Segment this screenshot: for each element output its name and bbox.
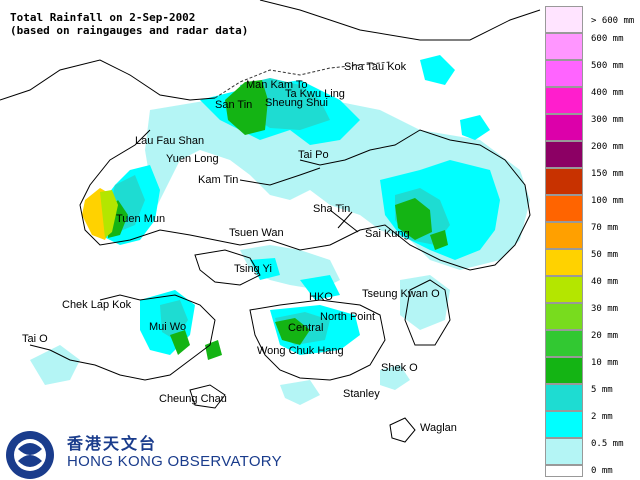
map-title-line1: Total Rainfall on 2-Sep-2002 — [10, 11, 196, 24]
legend-label-20: 20 mm — [591, 331, 619, 341]
place-label-tuen-mun: Tuen Mun — [116, 213, 166, 225]
place-label-sha-tin: Sha Tin — [313, 203, 351, 215]
legend-swatch-5 — [545, 384, 583, 411]
place-label-ta-kwu-ling: Ta Kwu Ling — [285, 88, 345, 100]
legend-swatch-100 — [545, 195, 583, 222]
legend-swatch-200 — [545, 141, 583, 168]
rain-10mm-area — [108, 80, 448, 360]
place-label-yuen-long: Yuen Long — [166, 153, 219, 165]
hko-logo-english: HONG KONG OBSERVATORY — [67, 453, 282, 470]
place-label-north-point: North Point — [320, 311, 376, 323]
legend-label-300: 300 mm — [591, 115, 624, 125]
legend-label-40: 40 mm — [591, 277, 619, 287]
place-label-sheung-shui: Sheung Shui — [265, 97, 328, 109]
place-label-tai-po: Tai Po — [298, 149, 329, 161]
legend-label-400: 400 mm — [591, 88, 624, 98]
legend-swatch-150 — [545, 168, 583, 195]
legend-label-2: 2 mm — [591, 412, 613, 422]
legend-swatch-50 — [545, 249, 583, 276]
legend-swatch-600 — [545, 33, 583, 60]
legend-swatch-70 — [545, 222, 583, 249]
place-label-waglan: Waglan — [420, 422, 457, 434]
legend-label-100: 100 mm — [591, 196, 624, 206]
place-label-wong-chuk-hang: Wong Chuk Hang — [257, 345, 344, 357]
legend-label-150: 150 mm — [591, 169, 624, 179]
legend-label-600: 600 mm — [591, 34, 624, 44]
place-label-stanley: Stanley — [343, 388, 380, 400]
legend-label-gt-600: > 600 mm — [591, 16, 635, 26]
legend-swatch-400 — [545, 87, 583, 114]
legend-swatch-0 — [545, 465, 583, 477]
legend-swatch-300 — [545, 114, 583, 141]
place-label-chek-lap-kok: Chek Lap Kok — [62, 299, 132, 311]
place-label-man-kam-to: Man Kam To — [246, 79, 308, 91]
legend-label-10: 10 mm — [591, 358, 619, 368]
sha-tin-marker — [329, 209, 359, 233]
hko-logo-emblem — [6, 431, 54, 479]
legend-swatch-30 — [545, 303, 583, 330]
place-label-sai-kung: Sai Kung — [365, 228, 410, 240]
place-label-sha-tau-kok: Sha Tau Kok — [344, 61, 407, 73]
legend-swatch-gt-600 — [545, 6, 583, 33]
legend-swatch-10 — [545, 357, 583, 384]
legend-label-5: 5 mm — [591, 385, 613, 395]
legend-label-200: 200 mm — [591, 142, 624, 152]
hko-logo-chinese: 香港天文台 — [67, 434, 158, 453]
boundary-line — [214, 61, 391, 99]
legend-label-0-5: 0.5 mm — [591, 439, 624, 449]
legend-swatch-0-5 — [545, 438, 583, 465]
place-label-tsuen-wan: Tsuen Wan — [229, 227, 284, 239]
place-label-tseung-kwan-o: Tseung Kwan O — [362, 288, 440, 300]
place-label-shek-o: Shek O — [381, 362, 418, 374]
place-label-central: Central — [288, 322, 324, 334]
place-label-kam-tin: Kam Tin — [198, 174, 239, 186]
legend-swatch-2 — [545, 411, 583, 438]
coastline — [0, 0, 541, 443]
legend-label-500: 500 mm — [591, 61, 624, 71]
place-label-mui-wo: Mui Wo — [149, 321, 187, 333]
place-label-san-tin: San Tin — [215, 99, 253, 111]
place-label-tai-o: Tai O — [22, 333, 48, 345]
legend-swatch-500 — [545, 60, 583, 87]
place-label-tsing-yi: Tsing Yi — [234, 263, 272, 275]
map-title-line2: (based on raingauges and radar data) — [10, 24, 249, 37]
legend-label-50: 50 mm — [591, 250, 619, 260]
legend-label-0: 0 mm — [591, 466, 613, 476]
legend-swatch-20 — [545, 330, 583, 357]
place-label-cheung-chau: Cheung Chau — [159, 393, 227, 405]
place-label-lau-fau-shan: Lau Fau Shan — [135, 135, 205, 147]
rain-50mm-area — [82, 188, 118, 240]
legend-label-70: 70 mm — [591, 223, 619, 233]
legend-label-30: 30 mm — [591, 304, 619, 314]
legend-swatch-40 — [545, 276, 583, 303]
place-label-hko: HKO — [309, 291, 333, 303]
